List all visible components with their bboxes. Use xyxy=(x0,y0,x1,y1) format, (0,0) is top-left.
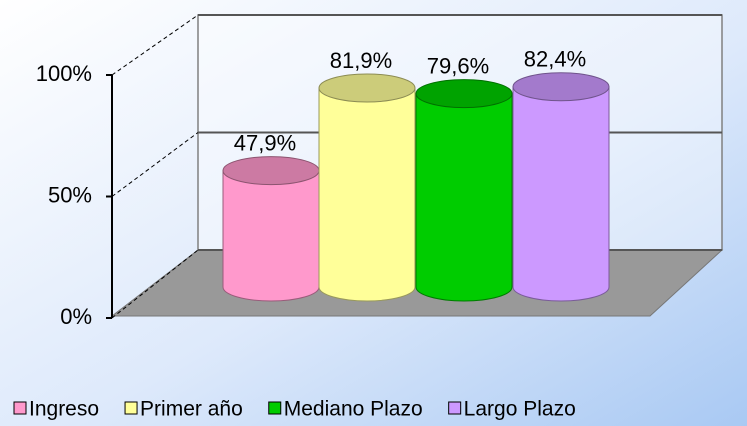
cylinder-top xyxy=(512,72,610,102)
legend-label: Ingreso xyxy=(29,398,99,421)
legend-swatch xyxy=(448,401,462,415)
legend-swatch xyxy=(124,401,138,415)
grid-line xyxy=(111,249,199,319)
legend-swatch xyxy=(268,401,282,415)
cylinder xyxy=(222,156,320,302)
data-label: 82,4% xyxy=(524,47,586,72)
cylinder-body xyxy=(512,86,610,302)
grid-line xyxy=(111,132,199,197)
legend-label: Primer año xyxy=(140,398,243,421)
data-label: 47,9% xyxy=(234,130,296,155)
y-tick-label: 50% xyxy=(48,182,92,207)
cylinder-top xyxy=(222,156,320,186)
legend-label: Mediano Plazo xyxy=(284,398,423,421)
data-label: 79,6% xyxy=(427,53,489,78)
cylinder-body xyxy=(318,87,416,302)
data-label: 81,9% xyxy=(330,48,392,73)
cylinder xyxy=(318,73,416,302)
y-tick-label: 0% xyxy=(60,304,92,329)
cylinder-top xyxy=(318,73,416,103)
grid-line xyxy=(111,14,199,76)
cylinder-top xyxy=(415,79,513,109)
cylinder xyxy=(512,72,610,302)
cylinder-body xyxy=(415,93,513,302)
legend-swatch xyxy=(13,401,27,415)
y-tick-label: 100% xyxy=(36,61,92,86)
legend-label: Largo Plazo xyxy=(464,398,576,421)
cylinder xyxy=(415,79,513,302)
cylinder-body xyxy=(222,170,320,302)
